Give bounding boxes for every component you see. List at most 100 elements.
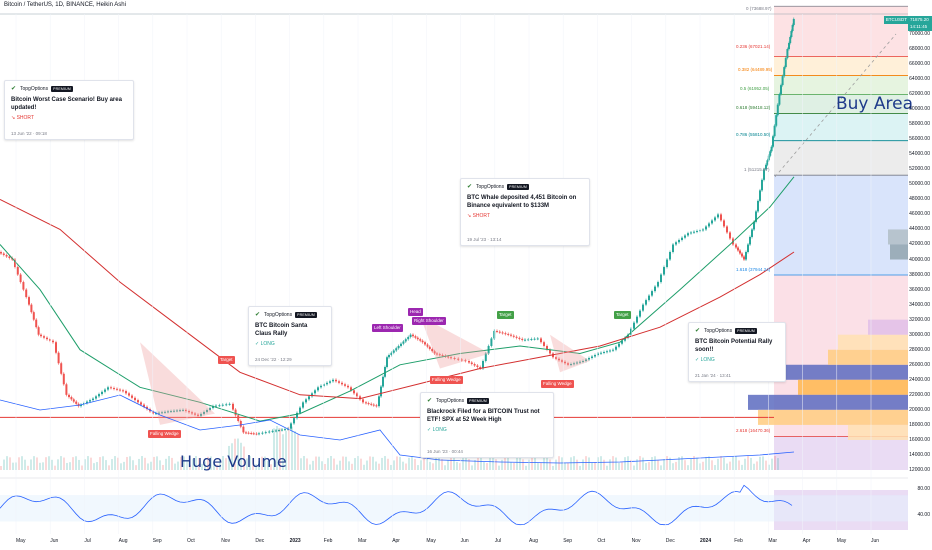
volume-bar (501, 459, 503, 470)
price-axis-label: 42000.00 (909, 241, 930, 248)
volume-bar (207, 456, 209, 470)
projection-line (774, 33, 897, 178)
volume-bar (522, 459, 524, 470)
price-axis-label: 26000.00 (909, 361, 930, 368)
countdown-tag: 14:11:45 (908, 23, 932, 31)
candle-body (179, 410, 181, 412)
time-axis-label: Jun (871, 538, 880, 544)
candle-body (648, 295, 650, 301)
candle-body (347, 385, 349, 388)
candle-body (576, 362, 578, 364)
fib-zone-05-0618 (774, 94, 908, 114)
volume-bar (663, 459, 665, 470)
candle-body (359, 396, 361, 400)
volume-bar (294, 431, 296, 470)
volume-bar (480, 457, 482, 470)
falling-wedge-shape (550, 334, 590, 373)
candle-body (119, 389, 121, 391)
volume-bar (513, 462, 515, 470)
candle-body (2, 253, 5, 256)
volume-bar (39, 462, 41, 470)
volume-bar (42, 462, 44, 470)
volume-bar (669, 457, 671, 470)
volume-bar (345, 456, 347, 470)
volume-bar (198, 458, 200, 470)
candle-body (194, 413, 196, 415)
huge-volume-label: Huge Volume (180, 452, 287, 471)
volume-bar (690, 458, 692, 470)
candle-body (245, 432, 247, 434)
candle-body (618, 343, 620, 347)
candle-body (751, 229, 753, 237)
candle-body (745, 252, 747, 260)
idea-direction: ✓ LONG (695, 357, 715, 363)
premium-badge: PREMIUM (51, 86, 74, 92)
price-axis-label: 62000.00 (909, 91, 930, 98)
candle-body (507, 333, 510, 335)
price-axis-label: 36000.00 (909, 286, 930, 293)
idea-card-5[interactable]: ✔ TopgOptions PREMIUM BTC Bitcoin Potentia… (688, 322, 786, 382)
volume-bar (141, 456, 143, 470)
volume-bar (204, 461, 206, 470)
volume-bar (339, 460, 341, 470)
candle-body (278, 430, 280, 432)
candle-body (356, 393, 358, 397)
falling-wedge-tag-1: Falling Wedge (148, 430, 181, 438)
price-axis-label: 40000.00 (909, 256, 930, 263)
idea-card-3[interactable]: ✔ TopgOptions PREMIUM BTC Whale deposited … (460, 178, 590, 246)
volume-bar (129, 456, 131, 470)
volume-bar (69, 462, 71, 470)
volume-bar (696, 457, 698, 470)
candle-body (155, 413, 157, 415)
right-shoulder-tag: Right Shoulder (412, 317, 446, 325)
price-axis-label: 28000.00 (909, 346, 930, 353)
candle-body (518, 337, 521, 339)
volume-profile-bar (828, 349, 908, 365)
candle-body (161, 412, 163, 414)
volume-bar (702, 461, 704, 470)
candle-body (702, 229, 704, 231)
candle-body (35, 319, 38, 328)
volume-bar (120, 463, 122, 470)
candle-body (252, 433, 255, 435)
candle-body (8, 256, 11, 259)
candle-body (296, 412, 298, 419)
candle-body (788, 43, 790, 50)
idea-title: BTC Bitcoin Potential Rally soon!! (695, 339, 773, 353)
volume-bar (147, 463, 149, 470)
volume-bar (504, 456, 506, 470)
candle-body (370, 403, 373, 405)
volume-bar (231, 443, 233, 470)
candle-body (215, 405, 217, 407)
price-axis-label: 44000.00 (909, 226, 930, 233)
volume-bar (729, 461, 731, 470)
volume-bar (162, 464, 164, 470)
candle-body (185, 409, 187, 412)
candle-body (543, 342, 545, 346)
candle-body (476, 365, 479, 368)
candle-body (735, 244, 737, 248)
volume-bar (378, 463, 380, 470)
author-logo-icon: ✔ (427, 398, 433, 404)
idea-card-2[interactable]: ✔ TopgOptions PREMIUM BTC Bitcoin Santa Cl… (248, 306, 332, 366)
idea-card-1[interactable]: ✔ TopgOptions PREMIUM Bitcoin Worst Case S… (4, 80, 134, 140)
candle-body (540, 338, 542, 343)
candle-body (338, 381, 340, 383)
volume-bar (291, 426, 293, 470)
volume-bar (585, 456, 587, 470)
volume-bar (168, 456, 170, 470)
candle-body (234, 409, 237, 416)
volume-bar (222, 456, 224, 470)
volume-bar (351, 463, 353, 470)
candle-body (131, 395, 133, 398)
idea-card-4[interactable]: ✔ TopgOptions PREMIUM Blackrock Filed for … (420, 392, 554, 458)
candle-body (128, 393, 130, 396)
price-axis-label: 52000.00 (909, 166, 930, 173)
volume-bar (474, 459, 476, 470)
fib-label-0382: 0.382 (64489.95) (738, 67, 773, 72)
candle-body (759, 190, 761, 201)
candle-body (419, 339, 422, 341)
candle-body (86, 401, 88, 404)
volume-bar (81, 465, 83, 470)
